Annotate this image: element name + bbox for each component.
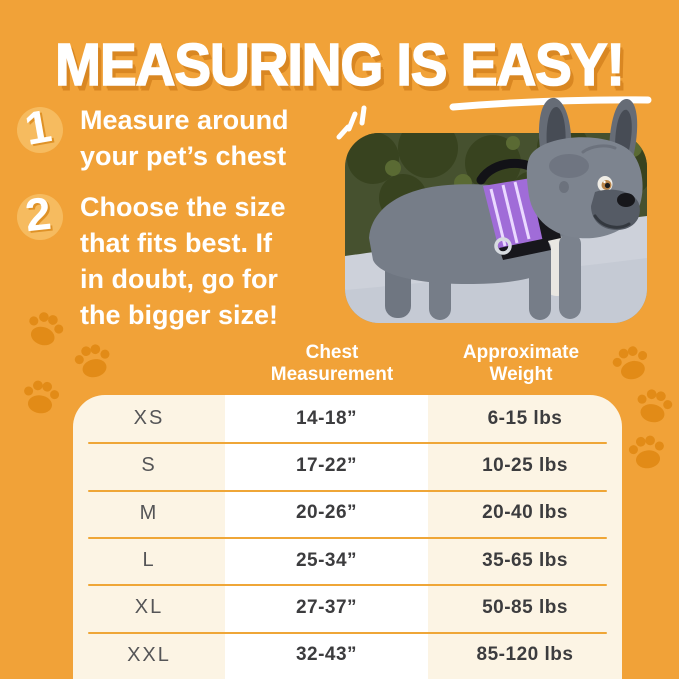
weight-cell: 10-25 lbs [482,454,568,476]
step-1-line: your pet’s chest [80,141,287,171]
size-cell: S [141,454,157,477]
step-2-badge [17,194,63,240]
paw-print-icon [623,428,670,475]
size-table: XS 14-18” 6-15 lbs S 17-22” 10-25 lbs M … [73,395,622,679]
weight-cell: 20-40 lbs [482,502,568,524]
column-header-line: Approximate [462,342,580,363]
size-cell: XL [134,596,164,619]
weight-cell: 85-120 lbs [476,644,574,666]
size-cell: XS [133,407,165,430]
column-header-chest: Chest Measurement [222,342,442,386]
table-row: M 20-26” 20-40 lbs [73,489,622,537]
column-header-weight: Approximate Weight [411,342,631,386]
paw-print-icon [17,373,64,420]
table-row: L 25-34” 35-65 lbs [73,536,622,584]
step-2-line: in doubt, go for [80,264,278,294]
dog-photo [345,97,647,323]
step-2-line: that fits best. If [80,228,273,258]
chest-cell: 27-37” [295,596,358,618]
table-row: XXL 32-43” 85-120 lbs [73,631,622,679]
chest-cell: 20-26” [295,502,358,524]
page-title: MEASURING IS EASY! [54,30,625,99]
emphasis-sparkle-icon [336,105,367,140]
size-cell: L [142,549,156,572]
size-cell: XXL [127,643,171,666]
chest-cell: 14-18” [295,407,358,429]
paw-print-icon [629,381,679,431]
column-header-line: Measurement [270,364,394,385]
chest-cell: 25-34” [295,549,358,571]
weight-cell: 50-85 lbs [482,596,568,618]
table-row: S 17-22” 10-25 lbs [73,442,622,489]
step-2-text: Choose the size that fits best. If in do… [80,189,286,333]
table-row: XS 14-18” 6-15 lbs [73,395,622,442]
step-2-line: Choose the size [80,192,286,222]
step-1-line: Measure around [80,105,289,135]
step-1-badge [17,107,63,153]
step-1-number: 1 [20,99,56,155]
step-2-number: 2 [22,186,54,242]
column-header-line: Chest [305,342,359,363]
step-1-text: Measure around your pet’s chest [80,102,289,174]
chest-cell: 32-43” [295,644,358,666]
column-header-line: Weight [489,364,553,385]
weight-cell: 35-65 lbs [482,549,568,571]
chest-cell: 17-22” [295,454,358,476]
paw-print-icon [19,303,72,356]
weight-cell: 6-15 lbs [487,407,563,429]
paw-print-icon [68,336,118,386]
table-row: XL 27-37” 50-85 lbs [73,584,622,631]
size-cell: M [139,501,159,524]
step-2-line: the bigger size! [80,300,279,330]
photo-scene [345,133,647,323]
dog-head [526,97,643,239]
size-table-rows: XS 14-18” 6-15 lbs S 17-22” 10-25 lbs M … [73,395,622,679]
